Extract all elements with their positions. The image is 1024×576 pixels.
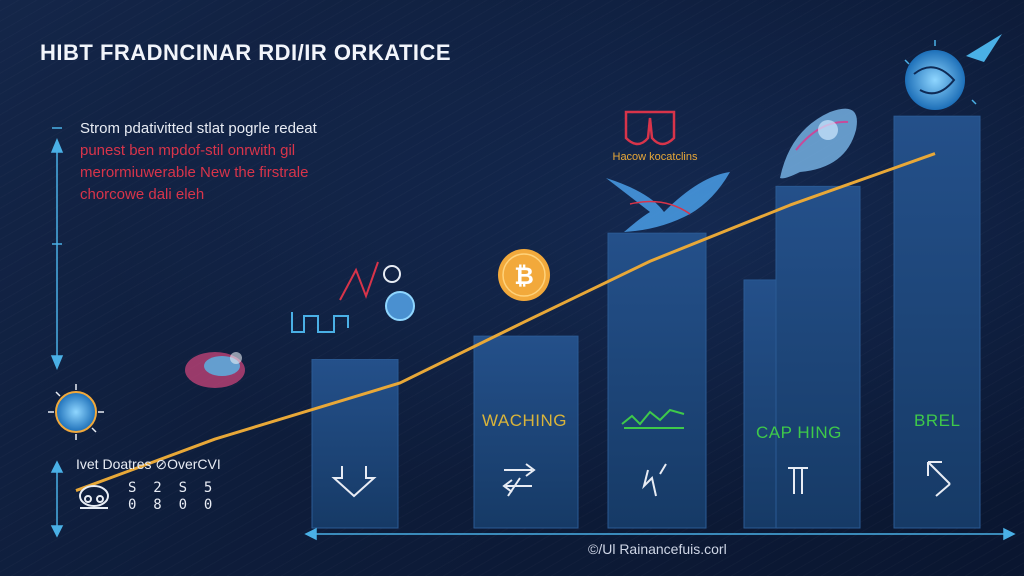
- bar-1: [311, 359, 399, 529]
- pause-arrow-icon: [788, 467, 808, 494]
- y-axis-arrow: [50, 127, 64, 370]
- trend-line: [75, 152, 936, 492]
- check-arrow-icon: [642, 463, 667, 497]
- signal-icon: [621, 408, 685, 429]
- description-line-1: Strom pdativitted stlat pogrle redeat: [80, 120, 317, 137]
- bar-label-3: WACHING: [482, 411, 568, 430]
- legend-numbers-row-2: 0 8 0 0: [128, 497, 213, 513]
- down-arrow-icon: [331, 466, 377, 498]
- bar-2: [473, 335, 579, 529]
- legend-numbers-row-1: S 2 S 5: [128, 480, 213, 496]
- description-line-4: chorcowe dali eleh: [80, 186, 205, 203]
- chart-title: HIBT FRADNCINAR RDI/IR ORKATICE: [40, 40, 452, 65]
- bar-label-5: CAP HING: [756, 423, 842, 442]
- cluster-icon: [185, 352, 245, 388]
- circuit-icon: [291, 261, 415, 333]
- bar-6: [893, 115, 981, 529]
- bird-icon: [606, 172, 730, 232]
- legend-label: Ivet Doatres ⊘OverCVI: [76, 456, 221, 472]
- swirl-icon: [780, 108, 857, 179]
- legend-axis-arrow: [50, 460, 64, 538]
- earth-globe-icon: [904, 34, 1002, 110]
- bitcoin-icon: ₿: [498, 249, 550, 301]
- description-block: Strom pdativitted stlat pogrle redeat pu…: [80, 118, 380, 206]
- description-line-3: merormiuwerable New the firstrale: [80, 164, 309, 181]
- up-arrow-icon: [927, 461, 951, 497]
- legend-numbers: S 2 S 5 0 8 0 0: [128, 480, 212, 514]
- bar-5: [775, 185, 861, 529]
- bar-3: [607, 232, 707, 529]
- x-axis-arrow: [304, 527, 1016, 541]
- bar-label-6: BREL: [914, 411, 961, 430]
- swap-arrow-icon: [502, 463, 536, 497]
- footer-credit: ©/Ul Rainancefuis.corl: [588, 541, 727, 557]
- svg-text:₿: ₿: [514, 263, 534, 290]
- description-line-2: punest ben mpdof-stil onrwith gil: [80, 142, 296, 159]
- shield-icon: [624, 110, 676, 146]
- key-icon: [79, 485, 109, 509]
- globe-icon: [48, 384, 104, 440]
- small-label-b4: Hacow kocatclins: [613, 151, 698, 163]
